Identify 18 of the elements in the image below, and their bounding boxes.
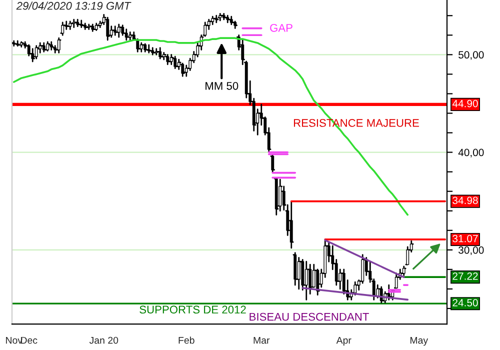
annotation: MM 50 — [206, 82, 238, 90]
x-tick-label: Feb — [178, 336, 194, 344]
x-tick-label: May — [410, 336, 428, 346]
x-tick-label: Mar — [254, 336, 270, 344]
text: 34.98 — [452, 196, 478, 204]
annotation: BISEAU DESCENDANT — [250, 312, 369, 321]
ref-line-label: 24.50 — [452, 299, 478, 306]
ref-line-label: 44.90 — [452, 100, 478, 108]
annotation: 29/04/2020 13:19 GMT — [16, 2, 132, 10]
annotation: GAP — [270, 24, 292, 32]
x-tick-label: Apr — [336, 336, 352, 346]
y-tick-label: 30,00 — [458, 246, 484, 256]
y-tick-label: 50,00 — [458, 51, 484, 60]
text: 27.22 — [452, 272, 478, 280]
text: 31.07 — [452, 234, 478, 242]
x-tick-label: Jan 20 — [89, 336, 118, 344]
annotation: SUPPORTS DE 2012 — [140, 306, 246, 314]
y-tick-label: 40,00 — [458, 148, 484, 158]
